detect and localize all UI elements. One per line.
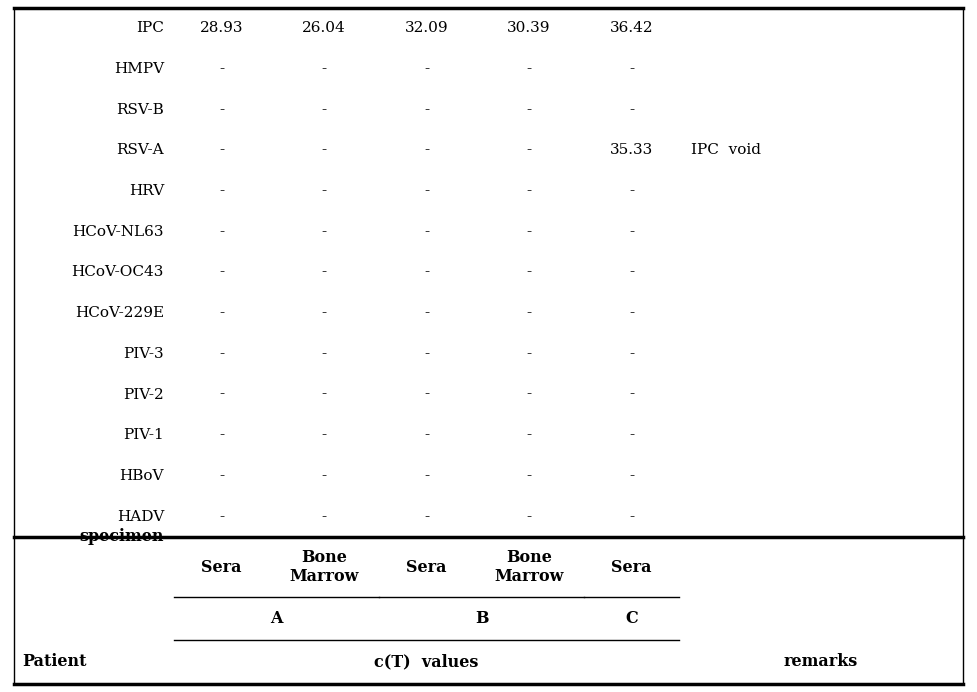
Text: PIV-3: PIV-3: [123, 347, 164, 361]
Text: IPC  void: IPC void: [691, 143, 761, 157]
Text: -: -: [527, 509, 531, 524]
Text: -: -: [321, 102, 326, 117]
Text: -: -: [219, 347, 224, 361]
Text: -: -: [219, 266, 224, 280]
Text: -: -: [527, 266, 531, 280]
Text: -: -: [219, 102, 224, 117]
Text: -: -: [321, 469, 326, 483]
Text: 32.09: 32.09: [404, 21, 448, 35]
Text: Sera: Sera: [612, 558, 652, 576]
Text: -: -: [527, 184, 531, 198]
Text: -: -: [321, 225, 326, 239]
Text: B: B: [475, 610, 488, 627]
Text: -: -: [527, 143, 531, 157]
Text: -: -: [629, 509, 634, 524]
Text: Sera: Sera: [201, 558, 241, 576]
Text: -: -: [527, 306, 531, 320]
Text: Bone
Marrow: Bone Marrow: [289, 549, 359, 585]
Text: C: C: [625, 610, 638, 627]
Text: IPC: IPC: [136, 21, 164, 35]
Text: -: -: [321, 184, 326, 198]
Text: -: -: [424, 266, 429, 280]
Text: Patient: Patient: [22, 653, 87, 671]
Text: c(T)  values: c(T) values: [374, 653, 479, 671]
Text: -: -: [321, 347, 326, 361]
Text: -: -: [321, 428, 326, 442]
Text: remarks: remarks: [784, 653, 858, 671]
Text: HCoV-OC43: HCoV-OC43: [71, 266, 164, 280]
Text: -: -: [219, 509, 224, 524]
Text: -: -: [527, 62, 531, 76]
Text: -: -: [527, 347, 531, 361]
Text: -: -: [629, 347, 634, 361]
Text: specimen: specimen: [79, 528, 164, 545]
Text: -: -: [219, 388, 224, 401]
Text: -: -: [321, 62, 326, 76]
Text: HADV: HADV: [116, 509, 164, 524]
Text: -: -: [629, 225, 634, 239]
Text: -: -: [527, 428, 531, 442]
Text: -: -: [321, 306, 326, 320]
Text: 36.42: 36.42: [610, 21, 654, 35]
Text: -: -: [321, 143, 326, 157]
Text: -: -: [219, 62, 224, 76]
Text: -: -: [424, 225, 429, 239]
Text: 30.39: 30.39: [507, 21, 551, 35]
Text: RSV-A: RSV-A: [116, 143, 164, 157]
Text: HRV: HRV: [129, 184, 164, 198]
Text: RSV-B: RSV-B: [116, 102, 164, 117]
Text: -: -: [629, 266, 634, 280]
Text: -: -: [629, 428, 634, 442]
Text: -: -: [629, 388, 634, 401]
Text: 28.93: 28.93: [199, 21, 243, 35]
Text: Sera: Sera: [406, 558, 446, 576]
Text: -: -: [629, 306, 634, 320]
Text: -: -: [527, 388, 531, 401]
Text: -: -: [527, 469, 531, 483]
Text: 35.33: 35.33: [610, 143, 654, 157]
Text: -: -: [424, 509, 429, 524]
Text: -: -: [219, 428, 224, 442]
Text: -: -: [424, 388, 429, 401]
Text: -: -: [424, 469, 429, 483]
Text: -: -: [629, 184, 634, 198]
Text: -: -: [321, 266, 326, 280]
Text: -: -: [219, 469, 224, 483]
Text: -: -: [424, 62, 429, 76]
Text: -: -: [629, 62, 634, 76]
Text: -: -: [424, 428, 429, 442]
Text: A: A: [271, 610, 282, 627]
Text: HCoV-229E: HCoV-229E: [75, 306, 164, 320]
Text: -: -: [527, 225, 531, 239]
Text: -: -: [219, 225, 224, 239]
Text: HCoV-NL63: HCoV-NL63: [72, 225, 164, 239]
Text: -: -: [219, 143, 224, 157]
Text: -: -: [424, 306, 429, 320]
Text: 26.04: 26.04: [302, 21, 346, 35]
Text: -: -: [424, 184, 429, 198]
Text: -: -: [219, 184, 224, 198]
Text: -: -: [219, 306, 224, 320]
Text: HMPV: HMPV: [114, 62, 164, 76]
Text: -: -: [629, 102, 634, 117]
Text: PIV-2: PIV-2: [123, 388, 164, 401]
Text: Bone
Marrow: Bone Marrow: [494, 549, 564, 585]
Text: HBoV: HBoV: [119, 469, 164, 483]
Text: -: -: [424, 347, 429, 361]
Text: -: -: [629, 469, 634, 483]
Text: -: -: [321, 509, 326, 524]
Text: -: -: [424, 143, 429, 157]
Text: PIV-1: PIV-1: [123, 428, 164, 442]
Text: -: -: [424, 102, 429, 117]
Text: -: -: [321, 388, 326, 401]
Text: -: -: [527, 102, 531, 117]
